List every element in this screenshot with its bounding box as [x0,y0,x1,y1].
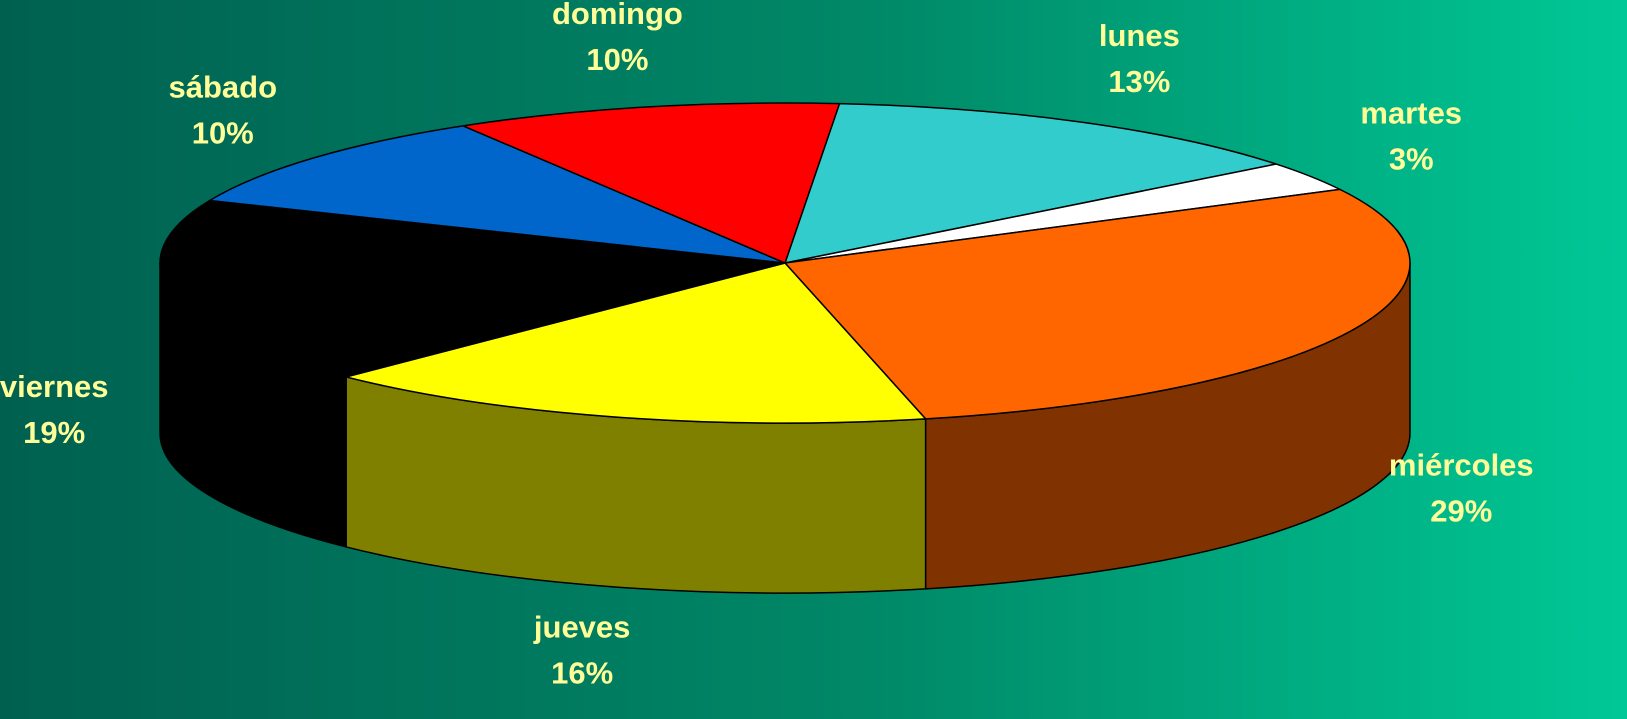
pie-slice [159,199,786,378]
pie-slice [345,262,927,424]
slice-label: jueves [533,610,631,645]
slice-value-label: 3% [1389,142,1434,177]
pie-slice [462,102,841,264]
pie-slice [208,125,786,264]
slice-label: domingo [552,0,683,31]
slice-value-label: 19% [23,415,85,450]
slice-value-label: 29% [1430,494,1492,529]
slice-label: miércoles [1389,448,1534,483]
slice-label: sábado [168,69,277,104]
slice-label: martes [1360,96,1462,131]
pie-slice [784,188,1411,420]
slice-label: lunes [1099,18,1180,53]
slice-value-label: 10% [586,42,648,77]
slice-value-label: 16% [551,656,613,691]
pie-slice [784,102,1277,264]
slice-value-label: 10% [192,115,254,150]
slice-label: viernes [0,369,108,404]
slice-value-label: 13% [1108,64,1170,99]
